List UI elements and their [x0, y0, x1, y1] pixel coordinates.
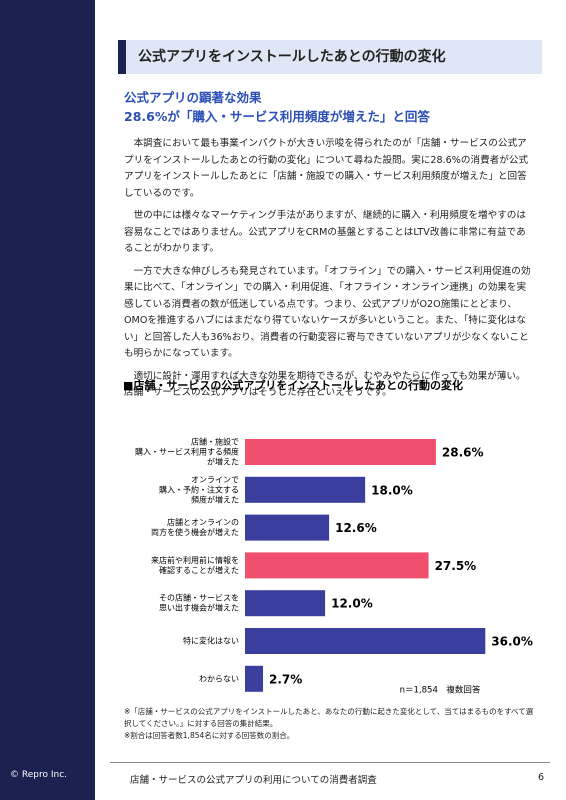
category-label: 購入・サービス利用する頻度 — [135, 447, 239, 457]
paragraph: 世の中には様々なマーケティング手法がありますが、継続的に購入・利用頻度を増やすの… — [124, 210, 526, 254]
value-label: 12.6% — [335, 521, 377, 535]
bar — [245, 439, 436, 465]
paragraph: 適切に設計・運用すれば大きな効果を期待できるが、むやみやたらに作っても効果が薄い… — [124, 370, 526, 399]
bar — [245, 628, 486, 654]
value-label: 27.5% — [435, 559, 477, 573]
page-title: 公式アプリをインストールしたあとの行動の変化 — [118, 40, 542, 74]
value-label: 36.0% — [491, 635, 533, 649]
category-label: 特に変化はない — [183, 636, 239, 646]
category-label: 思い出す機会が増えた — [159, 603, 239, 613]
notes: ※「店舗・サービスの公式アプリをインストールしたあと、あなたの行動に起きた変化と… — [124, 706, 534, 742]
bar — [245, 665, 264, 692]
footer-title: 店舗・サービスの公式アプリの利用についての消費者調査 — [130, 775, 377, 786]
category-label: 店舗・施設で — [191, 437, 239, 447]
chart-annotation: n＝1,854 複数回答 — [400, 685, 481, 696]
bar — [245, 552, 429, 579]
page-number: 6 — [538, 772, 545, 783]
copyright: © Repro Inc. — [10, 770, 67, 780]
value-label: 18.0% — [371, 483, 413, 497]
heading-line: 公式アプリの顕著な効果 — [124, 90, 262, 105]
category-label: 確認することが増えた — [159, 565, 239, 575]
value-label: 12.0% — [331, 597, 373, 611]
footer-rule — [110, 762, 550, 763]
bar — [245, 590, 326, 617]
note: ※割合は回答者数1,854名に対する回答数の割合。 — [124, 731, 295, 740]
category-label: 頻度が増えた — [191, 494, 239, 504]
heading-line: 28.6%が「購入・サービス利用頻度が増えた」と回答 — [124, 109, 430, 124]
category-label: が増えた — [207, 457, 239, 467]
value-label: 28.6% — [442, 446, 484, 460]
chart: ■店舗・サービスの公式アプリをインストールしたあとの行動の変化 n＝1,854 … — [123, 378, 533, 696]
paragraph: 本調査において最も事業インパクトが大きい示唆を得られたのが「店舗・サービスの公式… — [124, 138, 529, 199]
value-label: 2.7% — [269, 672, 302, 686]
note: ※「店舗・サービスの公式アプリをインストールしたあと、あなたの行動に起きた変化と… — [124, 707, 534, 728]
chart-title: ■店舗・サービスの公式アプリをインストールしたあとの行動の変化 — [123, 378, 463, 392]
category-label: その店舗・サービスを — [159, 593, 239, 603]
category-label: 両方を使う機会が増えた — [151, 527, 239, 537]
bar — [245, 514, 330, 541]
paragraph: 一方で大きな伸びしろも発見されています。「オフライン」での購入・サービス利用促進… — [124, 265, 531, 360]
category-label: 店舗とオンラインの — [167, 517, 239, 527]
category-label: わからない — [199, 674, 239, 683]
heading: 公式アプリの顕著な効果 28.6%が「購入・サービス利用頻度が増えた」と回答 — [124, 88, 430, 126]
sidebar: © Repro Inc. — [0, 0, 95, 800]
category-label: 来店前や利用前に情報を — [151, 555, 239, 565]
category-label: オンラインで — [191, 475, 239, 484]
bar — [245, 476, 366, 503]
category-label: 購入・予約・注文する — [159, 484, 239, 494]
body-text: 本調査において最も事業インパクトが大きい示唆を得られたのが「店舗・サービスの公式… — [124, 136, 534, 408]
